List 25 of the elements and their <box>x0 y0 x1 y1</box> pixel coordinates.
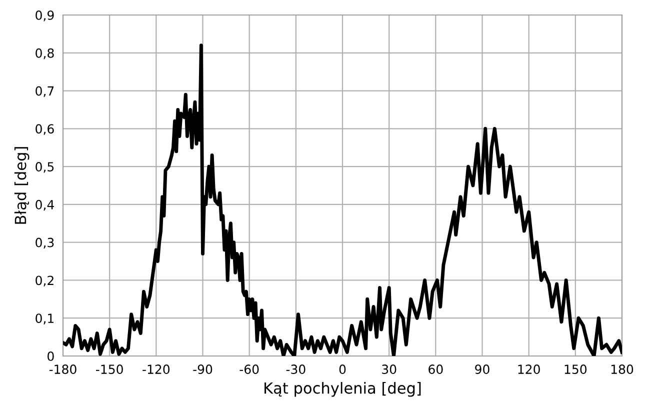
y-tick-label: 0,3 <box>36 238 54 249</box>
x-tick-label: 120 <box>518 364 540 374</box>
x-tick-label: -180 <box>49 364 76 374</box>
y-tick-label: 0,4 <box>36 200 54 211</box>
x-tick-label: 30 <box>382 364 396 374</box>
y-tick-label: 0,6 <box>36 124 54 135</box>
x-tick-label: 0 <box>339 364 346 374</box>
y-tick-label: 0,9 <box>36 10 54 22</box>
x-tick-label: -90 <box>193 364 212 374</box>
x-tick-label: 150 <box>564 364 587 374</box>
y-tick-label: 0 <box>48 351 54 361</box>
y-tick-label: 0,8 <box>36 48 54 60</box>
y-axis-title: Błąd [deg] <box>14 147 30 224</box>
x-tick-label: -60 <box>240 364 259 374</box>
y-tick-label: 0,2 <box>36 276 54 286</box>
x-tick-label: -120 <box>142 364 170 374</box>
x-tick-label: 60 <box>428 364 443 374</box>
y-tick-label: 0,5 <box>36 162 54 173</box>
x-tick-label: 90 <box>475 364 490 374</box>
x-axis-title: Kąt pochylenia [deg] <box>264 382 421 397</box>
y-tick-label: 0,7 <box>36 86 54 97</box>
y-tick-label: 0,1 <box>36 314 54 324</box>
x-tick-label: 180 <box>611 364 634 374</box>
x-tick-label: -30 <box>286 364 306 374</box>
x-tick-label: -150 <box>96 364 123 374</box>
